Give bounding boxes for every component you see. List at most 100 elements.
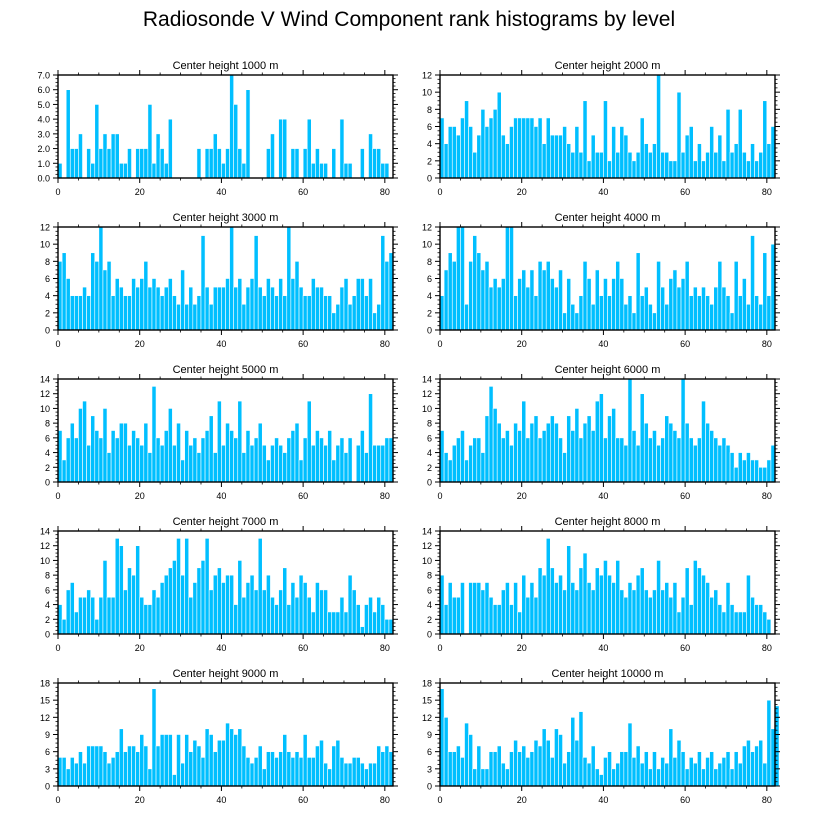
bar	[529, 582, 535, 635]
bar	[123, 162, 128, 179]
bar	[143, 604, 149, 635]
bar	[376, 596, 382, 635]
bar	[286, 751, 292, 787]
bar	[692, 286, 698, 331]
bar	[500, 278, 506, 331]
bar	[529, 751, 535, 787]
bar	[680, 278, 686, 331]
x-tick-label: 40	[216, 339, 226, 349]
bar	[668, 160, 674, 179]
bar	[368, 596, 373, 635]
bar	[123, 751, 128, 787]
y-tick-label: 2	[427, 156, 432, 166]
x-tick-label: 20	[517, 643, 527, 653]
y-tick-label: 2	[45, 615, 50, 625]
y-tick-label: 0	[427, 630, 432, 640]
bar	[159, 295, 165, 331]
bar	[102, 560, 108, 635]
bar	[204, 148, 210, 179]
bar	[147, 452, 153, 483]
bar	[139, 444, 145, 483]
chart-panel-8: Center height 8000 m 0 2 4 6 8 10 12 14 0 20 40 60 80	[422, 516, 780, 653]
bar	[196, 567, 202, 635]
bar	[106, 596, 112, 635]
bar	[229, 574, 234, 635]
bar	[554, 582, 559, 635]
bar	[147, 286, 153, 331]
bar	[106, 148, 112, 179]
bar	[94, 618, 100, 635]
bar	[306, 757, 312, 787]
bar	[131, 278, 136, 331]
x-tick-label: 60	[680, 491, 690, 501]
bar	[533, 739, 539, 787]
panel-title: Center height 5000 m	[173, 364, 279, 376]
bar	[582, 100, 588, 179]
y-tick-label: 8	[45, 571, 50, 581]
bar	[668, 278, 674, 331]
bar	[586, 160, 592, 179]
bar	[155, 133, 161, 179]
bar	[762, 466, 768, 483]
bar	[725, 751, 731, 787]
bar	[274, 604, 279, 635]
bar	[335, 611, 341, 635]
bar	[566, 545, 572, 635]
bar	[208, 148, 214, 179]
y-tick-label: 9	[427, 730, 432, 740]
bar	[343, 278, 349, 331]
bar	[623, 303, 629, 331]
bar	[615, 261, 621, 331]
x-tick-label: 60	[298, 491, 308, 501]
x-tick-label: 40	[598, 187, 608, 197]
bar	[692, 560, 698, 635]
y-tick-label: 4	[427, 600, 432, 610]
bar	[492, 278, 498, 331]
bar	[680, 151, 686, 179]
bar	[298, 757, 304, 787]
bar	[127, 745, 132, 787]
bar	[135, 437, 141, 483]
bar	[102, 269, 108, 331]
bar	[278, 444, 283, 483]
bar	[578, 711, 584, 787]
bar	[570, 430, 576, 483]
bar	[652, 143, 657, 179]
bar	[705, 151, 710, 179]
bar	[310, 611, 316, 635]
bar	[233, 437, 239, 483]
bar	[766, 143, 772, 179]
bar	[290, 757, 296, 787]
y-tick-label: 15	[40, 696, 50, 706]
bar	[513, 117, 518, 179]
bar	[623, 134, 629, 179]
bar	[212, 452, 218, 483]
y-tick-label: 4	[45, 448, 50, 458]
bar	[684, 134, 690, 179]
y-tick-label: 3	[45, 764, 50, 774]
bar	[155, 437, 161, 483]
bar	[688, 126, 694, 179]
bar	[680, 596, 686, 635]
bar	[750, 235, 755, 331]
bar	[270, 286, 275, 331]
panel-title: Center height 1000 m	[173, 60, 279, 72]
bar	[484, 768, 490, 787]
bar	[355, 278, 361, 331]
bar	[721, 611, 727, 635]
bar	[541, 269, 547, 331]
bar	[558, 437, 563, 483]
bar	[278, 751, 283, 787]
bar	[376, 303, 382, 331]
bar	[188, 286, 194, 331]
bar	[447, 459, 453, 483]
y-tick-label: 12	[40, 223, 50, 233]
bar	[151, 688, 157, 787]
bar	[746, 739, 751, 787]
bar	[168, 278, 173, 331]
bar	[443, 143, 449, 179]
bar	[147, 768, 153, 787]
bar	[500, 134, 506, 179]
bar	[123, 589, 128, 635]
bar	[380, 751, 386, 787]
